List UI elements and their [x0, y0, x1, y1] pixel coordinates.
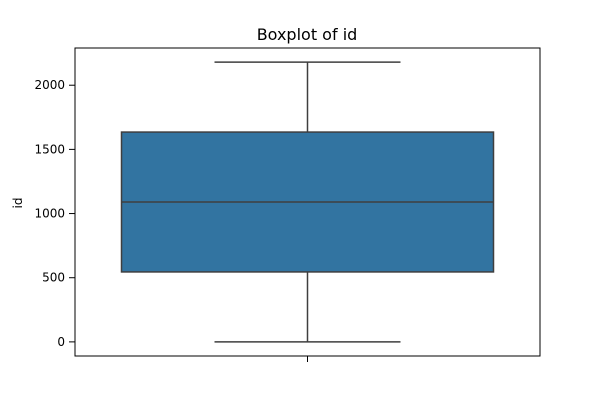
y-axis-label: id [11, 198, 25, 209]
y-tick-label: 2000 [34, 78, 65, 92]
plot-area [120, 61, 495, 343]
y-tick-label: 1000 [34, 207, 65, 221]
y-axis-ticks: 0 500 1000 1500 2000 [34, 78, 75, 349]
chart-title: Boxplot of id [257, 25, 358, 44]
y-tick-label: 500 [42, 271, 65, 285]
y-tick-label: 1500 [34, 142, 65, 156]
y-tick-label: 0 [57, 335, 65, 349]
